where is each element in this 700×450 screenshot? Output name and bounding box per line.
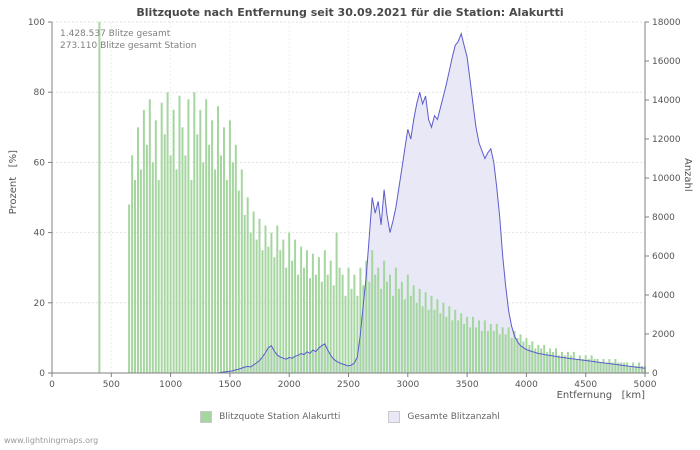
tick-labels: 0 500 1000 1500 2000 2500 3000 3500 4000 4500 5000… — [28, 18, 681, 390]
svg-text:1500: 1500 — [218, 380, 241, 390]
axes — [48, 21, 649, 377]
svg-text:2500: 2500 — [337, 380, 360, 390]
svg-text:40: 40 — [34, 229, 46, 239]
svg-text:0: 0 — [49, 380, 55, 390]
annotation-total-lightning: 1.428.537 Blitze gesamt — [60, 29, 171, 39]
svg-text:14000: 14000 — [652, 96, 681, 106]
svg-text:2000: 2000 — [278, 380, 301, 390]
svg-text:500: 500 — [103, 380, 120, 390]
svg-text:20: 20 — [34, 299, 46, 309]
svg-text:3500: 3500 — [456, 380, 479, 390]
svg-text:100: 100 — [28, 18, 45, 28]
svg-text:5000: 5000 — [634, 380, 657, 390]
legend-swatch-quota — [200, 411, 213, 423]
svg-text:6000: 6000 — [652, 252, 675, 262]
svg-text:80: 80 — [34, 88, 46, 98]
y-axis-right-label: Anzahl — [682, 158, 693, 192]
svg-text:0: 0 — [39, 369, 45, 379]
svg-text:3000: 3000 — [396, 380, 419, 390]
legend-label-count: Gesamte Blitzanzahl — [407, 412, 500, 422]
site-credit: www.lightningmaps.org — [4, 436, 99, 445]
annotation-station-lightning: 273.110 Blitze gesamt Station — [60, 41, 197, 51]
legend: Blitzquote Station Alakurtti Gesamte Bli… — [0, 411, 700, 423]
svg-text:0: 0 — [652, 369, 658, 379]
legend-label-quota: Blitzquote Station Alakurtti — [219, 412, 341, 422]
svg-text:18000: 18000 — [652, 18, 681, 28]
svg-text:2000: 2000 — [652, 330, 675, 340]
count-area — [52, 33, 645, 373]
quota-bars — [98, 22, 646, 374]
svg-text:12000: 12000 — [652, 135, 681, 145]
svg-text:1000: 1000 — [159, 380, 182, 390]
svg-text:4000: 4000 — [652, 291, 675, 301]
svg-text:60: 60 — [34, 158, 46, 168]
legend-swatch-count — [388, 411, 401, 423]
x-axis-label: Entfernung [km] — [556, 390, 645, 401]
svg-text:4500: 4500 — [574, 380, 597, 390]
svg-text:8000: 8000 — [652, 213, 675, 223]
svg-text:16000: 16000 — [652, 57, 681, 67]
svg-text:4000: 4000 — [515, 380, 538, 390]
svg-text:10000: 10000 — [652, 174, 681, 184]
chart-title: Blitzquote nach Entfernung seit 30.09.20… — [136, 6, 564, 19]
y-axis-left-label: Prozent [%] — [8, 150, 19, 215]
legend-item-count: Gesamte Blitzanzahl — [388, 411, 500, 423]
legend-item-quota: Blitzquote Station Alakurtti — [200, 411, 340, 423]
